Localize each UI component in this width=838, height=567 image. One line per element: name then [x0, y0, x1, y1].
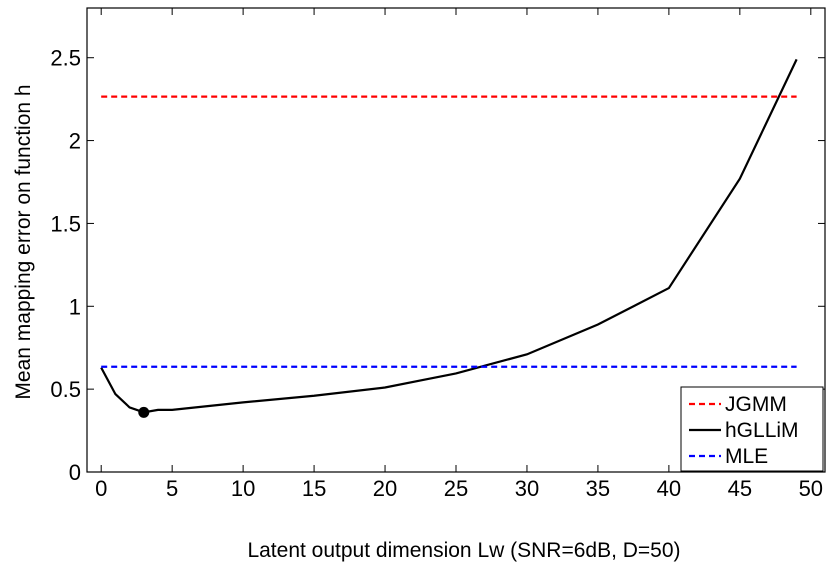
x-tick-label: 0: [95, 476, 107, 501]
x-tick-label: 15: [302, 476, 326, 501]
y-tick-label: 2.5: [50, 46, 81, 71]
ticks: 0 5 10 15 20 25 30 35 40 45 50 0 0.5 1 1.5 2 2.5: [50, 8, 825, 501]
x-tick-label: 40: [657, 476, 681, 501]
y-axis-label: Mean mapping error on function h: [12, 84, 35, 399]
legend-label-jgmm: JGMM: [725, 393, 787, 416]
x-tick-label: 5: [166, 476, 178, 501]
minimum-marker: [138, 406, 150, 418]
x-tick-label: 30: [515, 476, 539, 501]
y-tick-label: 0: [69, 460, 81, 485]
legend-label-hgllim: hGLLiM: [725, 419, 799, 442]
series-layer: [100, 58, 798, 414]
x-tick-label: 50: [799, 476, 823, 501]
x-tick-label: 45: [728, 476, 752, 501]
series-line-hgllim: [100, 58, 798, 414]
x-tick-label: 25: [444, 476, 468, 501]
x-axis-label: Latent output dimension Lw (SNR=6dB, D=5…: [247, 539, 680, 562]
legend: JGMM hGLLiM MLE: [680, 386, 824, 472]
legend-label-mle: MLE: [725, 445, 768, 468]
x-tick-label: 35: [586, 476, 610, 501]
y-tick-label: 2: [69, 129, 81, 154]
marker-layer: [138, 406, 150, 418]
x-tick-label: 10: [231, 476, 255, 501]
y-tick-label: 1: [69, 294, 81, 319]
x-tick-label: 20: [373, 476, 397, 501]
y-tick-label: 0.5: [50, 377, 81, 402]
y-tick-label: 1.5: [50, 211, 81, 236]
